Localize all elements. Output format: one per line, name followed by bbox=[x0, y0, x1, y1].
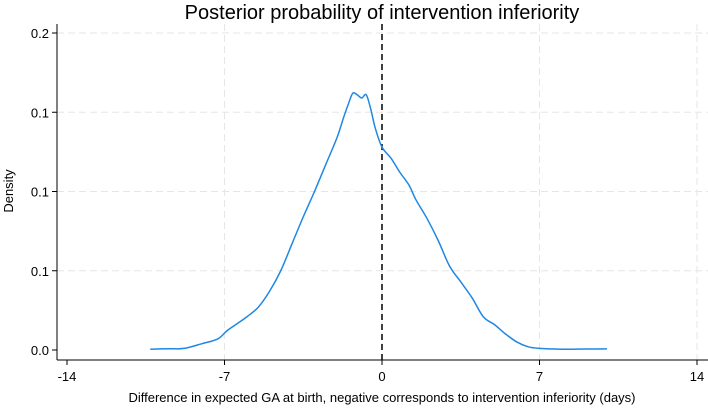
y-tick-label: 0.1 bbox=[31, 185, 49, 200]
y-axis-label: Density bbox=[1, 169, 16, 213]
y-tick-label: 0.0 bbox=[31, 343, 49, 358]
y-tick-label: 0.1 bbox=[31, 105, 49, 120]
x-tick-label: 0 bbox=[378, 369, 385, 384]
density-curve bbox=[150, 91, 608, 350]
x-tick-label: -7 bbox=[219, 369, 231, 384]
x-tick-label: 7 bbox=[536, 369, 543, 384]
x-tick-label: 14 bbox=[690, 369, 704, 384]
x-tick-label: -14 bbox=[58, 369, 77, 384]
x-axis-label: Difference in expected GA at birth, nega… bbox=[128, 390, 635, 405]
y-axis-ticks: 0.0 0.1 0.1 0.1 0.2 bbox=[31, 26, 57, 358]
x-axis-ticks: -14 -7 0 7 14 bbox=[58, 360, 704, 384]
y-tick-label: 0.2 bbox=[31, 26, 49, 41]
y-tick-label: 0.1 bbox=[31, 264, 49, 279]
chart-title: Posterior probability of intervention in… bbox=[185, 2, 580, 24]
